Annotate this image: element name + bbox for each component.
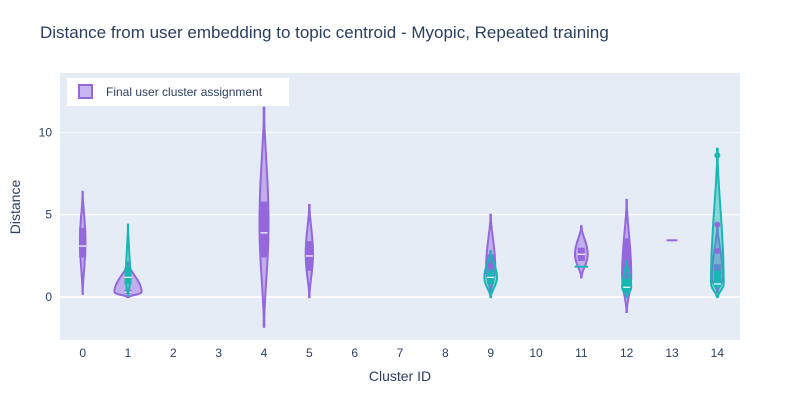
violin-box-12 [623, 279, 631, 293]
x-tick-label: 4 [261, 346, 268, 360]
x-tick-label: 0 [79, 346, 86, 360]
outlier-point[interactable] [623, 238, 630, 245]
y-tick-label: 10 [39, 125, 53, 139]
plot-area [60, 73, 740, 340]
outlier-point[interactable] [487, 262, 494, 269]
x-tick-label: 2 [170, 346, 177, 360]
x-tick-label: 12 [620, 346, 634, 360]
legend-swatch [78, 84, 93, 99]
x-tick-label: 3 [215, 346, 222, 360]
x-axis-ticks: 0 1 2 3 4 5 6 7 8 9 10 11 12 13 14 [79, 346, 724, 360]
violin-marks [78, 106, 725, 328]
outlier-point[interactable] [714, 248, 721, 254]
y-tick-label: 5 [45, 208, 52, 222]
violin-box-1 [124, 267, 132, 284]
legend[interactable]: Final user cluster assignment [67, 78, 289, 106]
legend-label: Final user cluster assignment [106, 85, 263, 99]
x-tick-label: 13 [665, 346, 679, 360]
x-tick-label: 1 [125, 346, 132, 360]
y-axis-title: Distance [7, 180, 23, 235]
outlier-point[interactable] [714, 152, 721, 159]
violin-box-4 [260, 201, 268, 258]
x-tick-label: 14 [711, 346, 725, 360]
x-axis-title: Cluster ID [369, 368, 431, 384]
chart-title: Distance from user embedding to topic ce… [40, 23, 609, 42]
legend-box [67, 78, 289, 106]
outlier-point[interactable] [714, 221, 721, 228]
y-axis-ticks: 0 5 10 [39, 125, 53, 304]
x-tick-label: 5 [306, 346, 313, 360]
x-tick-label: 8 [442, 346, 449, 360]
violin-box-14 [713, 270, 721, 288]
y-tick-label: 0 [45, 290, 52, 304]
x-tick-label: 6 [351, 346, 358, 360]
x-tick-label: 9 [487, 346, 494, 360]
x-tick-label: 7 [397, 346, 404, 360]
x-tick-label: 10 [529, 346, 543, 360]
violin-box-0 [79, 227, 87, 258]
x-tick-label: 11 [575, 346, 588, 360]
